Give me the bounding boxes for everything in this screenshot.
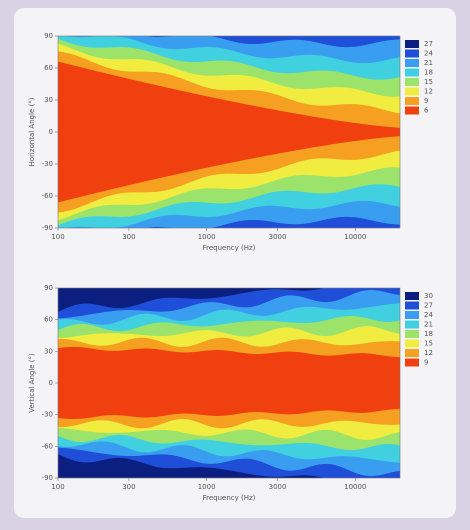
legend-swatch <box>405 40 419 48</box>
legend-swatch <box>405 292 419 300</box>
y-tick-label: -90 <box>42 224 53 232</box>
contour-plot <box>58 36 400 228</box>
legend-swatch <box>405 87 419 96</box>
legend-swatch <box>405 59 419 67</box>
y-tick-label: 30 <box>44 347 53 355</box>
legend-label: 21 <box>424 321 433 329</box>
legend-label: 15 <box>424 78 433 86</box>
legend-swatch <box>405 349 419 357</box>
legend-label: 21 <box>424 59 433 67</box>
x-tick-label: 300 <box>122 233 135 241</box>
y-tick-label: 90 <box>44 284 53 292</box>
y-tick-label: 60 <box>44 316 53 324</box>
legend-swatch <box>405 78 419 86</box>
legend-swatch <box>405 49 419 58</box>
y-axis-label: Vertical Angle (°) <box>28 353 36 413</box>
legend-label: 6 <box>424 107 429 115</box>
x-tick-label: 3000 <box>269 483 287 491</box>
contour-plot <box>58 288 400 478</box>
legend-label: 27 <box>424 40 433 48</box>
y-tick-label: 90 <box>44 32 53 40</box>
legend-label: 24 <box>424 311 433 319</box>
legend-label: 9 <box>424 359 428 367</box>
y-tick-label: 0 <box>49 128 53 136</box>
legend-label: 24 <box>424 50 433 58</box>
legend-label: 30 <box>424 292 433 300</box>
contour-region <box>58 346 400 420</box>
y-tick-label: -60 <box>42 192 53 200</box>
x-tick-label: 10000 <box>344 483 366 491</box>
legend-label: 12 <box>424 349 433 357</box>
contour-region <box>58 61 400 203</box>
y-tick-label: -30 <box>42 411 53 419</box>
legend-swatch <box>405 311 419 319</box>
x-tick-label: 100 <box>51 483 64 491</box>
legend-swatch <box>405 301 419 310</box>
y-tick-label: 60 <box>44 64 53 72</box>
y-axis-label: Horizontal Angle (°) <box>28 97 36 166</box>
y-tick-label: 30 <box>44 96 53 104</box>
x-tick-label: 3000 <box>269 233 287 241</box>
legend-swatch <box>405 68 419 77</box>
x-tick-label: 100 <box>51 233 64 241</box>
y-tick-label: -60 <box>42 442 53 450</box>
x-axis-label: Frequency (Hz) <box>203 494 256 502</box>
legend-swatch <box>405 339 419 348</box>
legend-label: 27 <box>424 302 433 310</box>
y-tick-label: -90 <box>42 474 53 482</box>
legend-swatch <box>405 106 419 115</box>
y-tick-label: 0 <box>49 379 53 387</box>
legend-label: 18 <box>424 330 433 338</box>
legend-label: 9 <box>424 97 428 105</box>
x-tick-label: 1000 <box>198 233 216 241</box>
legend-swatch <box>405 358 419 367</box>
y-tick-label: -30 <box>42 160 53 168</box>
x-tick-label: 10000 <box>344 233 366 241</box>
legend-label: 18 <box>424 69 433 77</box>
legend-label: 15 <box>424 340 433 348</box>
legend-label: 12 <box>424 88 433 96</box>
legend-swatch <box>405 330 419 338</box>
x-tick-label: 300 <box>122 483 135 491</box>
legend-swatch <box>405 97 419 105</box>
x-axis-label: Frequency (Hz) <box>203 244 256 252</box>
legend-swatch <box>405 320 419 329</box>
x-tick-label: 1000 <box>198 483 216 491</box>
